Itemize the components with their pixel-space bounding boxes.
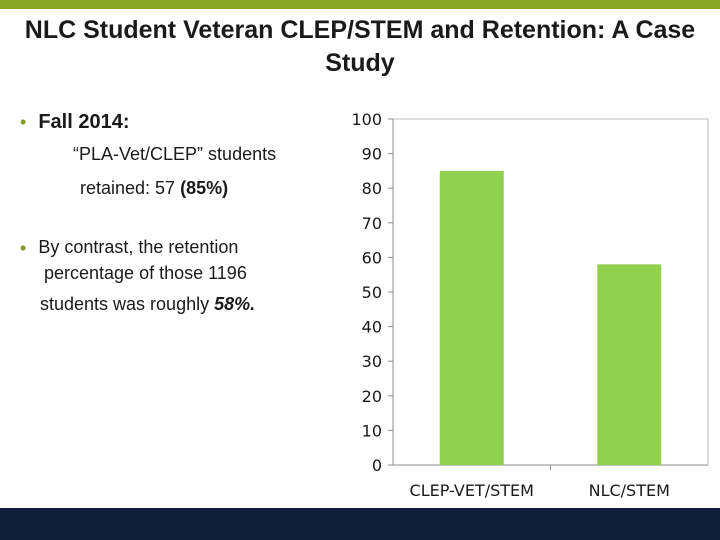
y-tick-label: 70 [362,214,382,233]
x-tick-label: CLEP-VET/STEM [410,481,534,500]
bullet-dot-icon: • [20,238,27,258]
footer-bar [0,508,720,540]
bullet-fall-2014: • Fall 2014: [20,110,129,134]
y-tick-label: 20 [362,387,382,406]
slide-title: NLC Student Veteran CLEP/STEM and Retent… [24,16,696,77]
bullet-dot-icon: • [20,112,27,132]
bullet1-line1: “PLA-Vet/CLEP” students [73,144,277,164]
y-tick-label: 40 [362,318,382,337]
bullet1-percent: (85%) [180,178,229,198]
y-tick-label: 30 [362,352,382,371]
y-tick-label: 50 [362,283,382,302]
y-tick-label: 0 [372,456,382,475]
bullet-contrast: • By contrast, the retention [20,236,238,260]
bar-nlc-stem [597,264,662,465]
bullet2-line2: percentage of those 1196 [44,263,247,283]
bullet2-line1: By contrast, the retention [38,237,239,257]
retention-bar-chart: 0 10 20 30 40 50 60 70 80 90 100 CLEP-VET/STEM NLC/S… [351,110,709,500]
bullet2-percent: 58%. [214,294,256,314]
bullet-heading: Fall 2014: [38,111,130,133]
y-tick-label: 10 [362,421,382,440]
y-tick-label: 60 [362,248,382,267]
x-tick-label: NLC/STEM [589,481,670,500]
bullet2-line3: students was roughly 58%. [40,293,255,315]
y-tick-label: 80 [362,179,382,198]
bar-clep-vet-stem [439,170,504,465]
top-accent-bar [0,0,720,9]
y-tick-label: 90 [362,145,382,164]
y-tick-label: 100 [351,110,382,129]
bullet1-line2: retained: 57 (85%) [80,177,228,199]
bullet1-line2-text: retained: 57 [80,178,181,198]
bullet2-line3-text: students was roughly [40,294,215,314]
